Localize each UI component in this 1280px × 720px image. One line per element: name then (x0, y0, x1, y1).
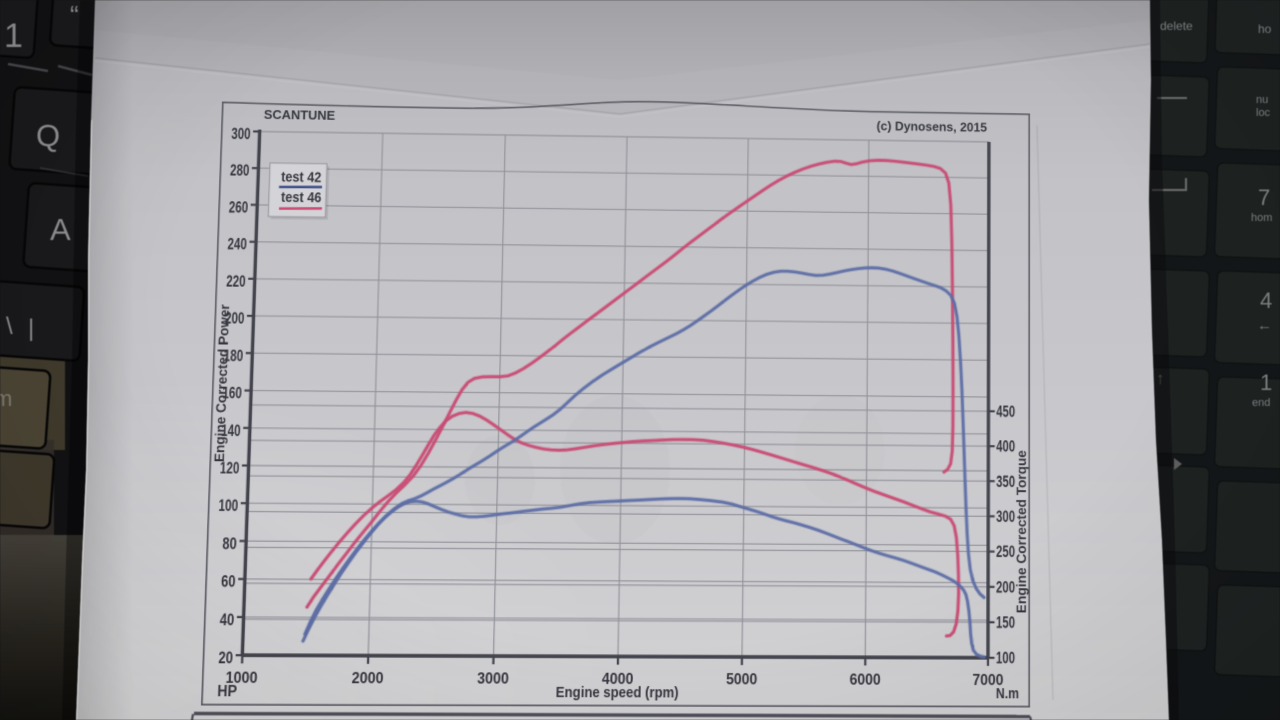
svg-text:350: 350 (996, 473, 1015, 491)
svg-text:“: “ (70, 0, 79, 30)
svg-text:280: 280 (230, 162, 250, 180)
svg-text:40: 40 (220, 611, 235, 630)
svg-text:260: 260 (229, 199, 249, 217)
svg-text:250: 250 (996, 543, 1015, 561)
svg-text:150: 150 (996, 614, 1015, 632)
svg-text:4: 4 (1260, 288, 1272, 313)
svg-text:←: ← (1257, 317, 1272, 334)
svg-text:100: 100 (996, 649, 1015, 667)
svg-text:A: A (50, 212, 71, 247)
svg-text:7000: 7000 (972, 672, 1003, 689)
svg-text:ho: ho (1258, 22, 1272, 36)
svg-text:N.m: N.m (996, 686, 1019, 702)
svg-text:400: 400 (996, 438, 1015, 456)
svg-text:m: m (0, 386, 12, 411)
svg-text:160: 160 (222, 384, 242, 402)
svg-text:450: 450 (996, 403, 1015, 421)
svg-text:1: 1 (1260, 370, 1272, 395)
svg-text:|: | (28, 315, 34, 342)
svg-text:Q: Q (36, 118, 60, 153)
svg-text:1: 1 (4, 17, 23, 55)
svg-text:Engine Corrected Torque: Engine Corrected Torque (1014, 450, 1029, 613)
svg-text:6000: 6000 (850, 671, 881, 688)
svg-text:7: 7 (1258, 185, 1270, 210)
svg-text:300: 300 (996, 508, 1015, 526)
svg-text:2000: 2000 (351, 670, 383, 688)
svg-text:220: 220 (226, 272, 246, 290)
svg-text:HP: HP (217, 683, 237, 701)
svg-text:hom: hom (1251, 212, 1272, 224)
svg-text:4000: 4000 (602, 671, 634, 689)
svg-text:140: 140 (221, 422, 241, 440)
svg-text:5000: 5000 (726, 671, 758, 689)
svg-text:3000: 3000 (477, 670, 509, 688)
svg-text:end: end (1252, 397, 1270, 409)
svg-text:Engine speed (rpm): Engine speed (rpm) (556, 685, 679, 702)
svg-text:200: 200 (996, 578, 1015, 596)
svg-text:120: 120 (220, 459, 240, 477)
svg-text:300: 300 (231, 125, 251, 143)
svg-text:test 46: test 46 (281, 189, 322, 206)
svg-text:\: \ (6, 313, 13, 340)
svg-text:60: 60 (221, 573, 236, 592)
svg-text:delete: delete (1160, 19, 1193, 33)
svg-text:Engine Corrected Power: Engine Corrected Power (212, 304, 233, 463)
svg-text:nu: nu (1256, 94, 1268, 106)
svg-text:200: 200 (225, 310, 245, 328)
svg-text:loc: loc (1256, 107, 1271, 119)
svg-text:1000: 1000 (225, 670, 258, 688)
svg-text:SCANTUNE: SCANTUNE (264, 108, 336, 123)
svg-text:(c) Dynosens, 2015: (c) Dynosens, 2015 (876, 118, 987, 134)
svg-text:180: 180 (223, 347, 243, 365)
svg-text:100: 100 (218, 497, 238, 515)
svg-text:240: 240 (227, 235, 247, 253)
svg-text:20: 20 (218, 649, 233, 668)
svg-text:test 42: test 42 (281, 169, 322, 186)
svg-text:80: 80 (222, 535, 237, 554)
